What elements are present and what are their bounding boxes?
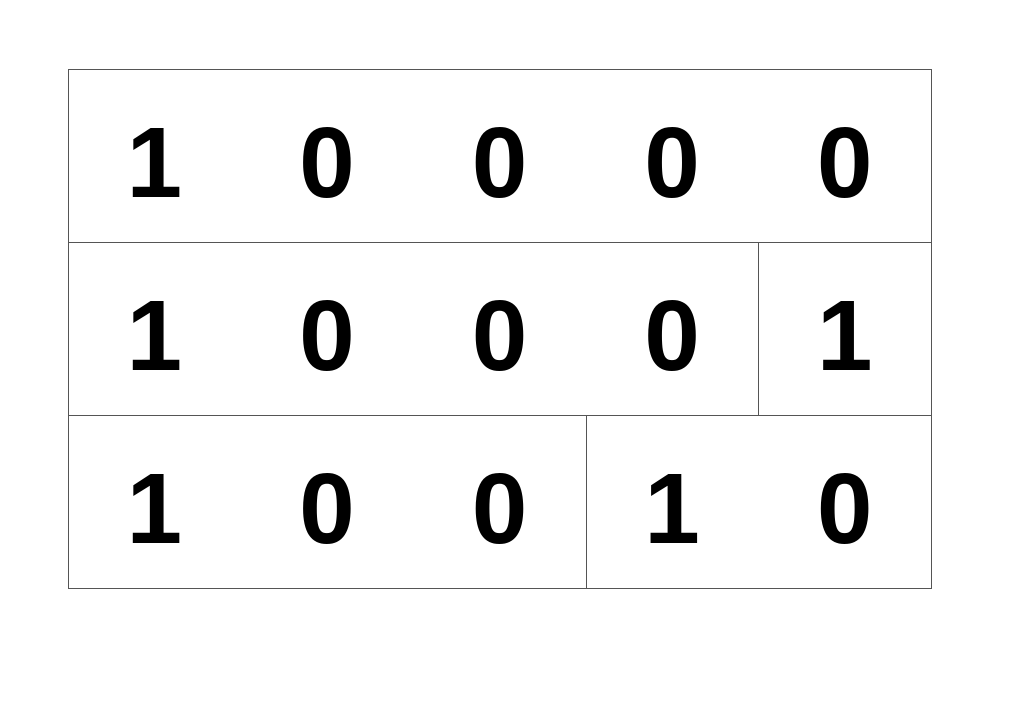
- digit: 0: [299, 280, 355, 392]
- digit: 0: [644, 280, 700, 392]
- digit: 0: [644, 107, 700, 219]
- digit: 1: [644, 453, 700, 565]
- number-card: [585, 415, 932, 589]
- digit: 0: [816, 453, 873, 565]
- digit: 1: [126, 107, 183, 219]
- digit: 0: [471, 453, 528, 565]
- digit: 0: [299, 453, 355, 565]
- digit: 0: [816, 107, 873, 219]
- digit: 0: [471, 280, 528, 392]
- digit: 1: [126, 280, 183, 392]
- digit: 1: [816, 280, 873, 392]
- digit: 1: [126, 453, 183, 565]
- digit: 0: [471, 107, 528, 219]
- digit: 0: [299, 107, 355, 219]
